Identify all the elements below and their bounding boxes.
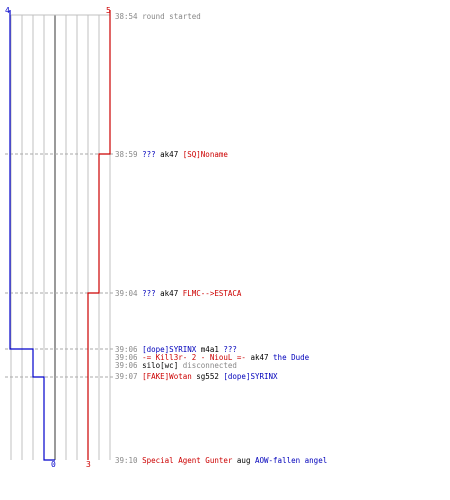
killer-name: -= Kill3r- 2 - NiouL =- [142,353,246,362]
victim-name: FLMC-->ESTACA [182,289,242,298]
killer-name: ??? [142,289,156,298]
event-time: 39:06 [115,345,138,354]
killer-name: Special Agent Gunter [142,456,233,465]
event-line: 38:59 ??? ak47 [SQ]Noname [115,150,228,159]
event-line: 38:54 round started [115,12,201,21]
event-time: 39:06 [115,353,138,362]
event-line: 39:06 silo[wc] disconnected [115,361,237,370]
event-line: 39:10 Special Agent Gunter aug AOW-falle… [115,456,327,465]
event-line: 39:04 ??? ak47 FLMC-->ESTACA [115,289,241,298]
weapon-name: m4a1 [196,345,224,354]
event-line: 39:06 -= Kill3r- 2 - NiouL =- ak47 the D… [115,353,309,362]
blue-team-line [9,10,55,461]
weapon-name: sg552 [191,372,224,381]
weapon-name: ak47 [155,150,183,159]
blue-team-end-count: 0 [51,460,56,469]
event-time: 39:04 [115,289,138,298]
victim-name: [dope]SYRINX [223,372,278,381]
victim-name: the Dude [273,353,310,362]
event-line: 39:06 [dope]SYRINX m4a1 ??? [115,345,237,354]
event-text: round started [142,12,201,21]
killer-name: [FAKE]Wotan [142,372,192,381]
victim-name: AOW-fallen angel [254,456,328,465]
event-time: 39:06 [115,361,138,370]
victim-name: [SQ]Noname [182,150,228,159]
red-team-end-count: 3 [86,460,91,469]
victim-name: ??? [223,345,237,354]
event-time: 39:10 [115,456,138,465]
event-time: 38:54 [115,12,138,21]
killer-name: ??? [142,150,156,159]
event-text: disconnected [178,361,237,370]
event-time: 39:07 [115,372,138,381]
weapon-name: aug [232,456,255,465]
red-team-start-count: 5 [106,6,111,15]
event-line: 39:07 [FAKE]Wotan sg552 [dope]SYRINX [115,372,278,381]
weapon-name: ak47 [245,353,274,362]
weapon-name: ak47 [155,289,183,298]
blue-team-start-count: 4 [5,6,10,15]
killer-name: [dope]SYRINX [142,345,197,354]
red-team-line [87,10,111,460]
event-time: 38:59 [115,150,138,159]
player-name: silo[wc] [142,361,179,370]
